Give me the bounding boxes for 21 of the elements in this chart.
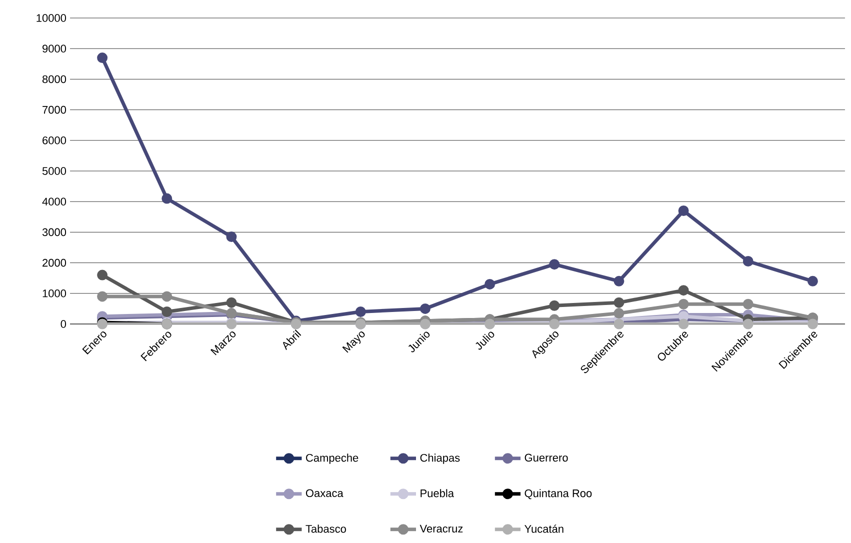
legend-label: Campeche xyxy=(306,454,358,464)
legend-label: Puebla xyxy=(420,489,454,498)
y-tick-label: 8000 xyxy=(42,75,66,84)
legend-label: Yucatán xyxy=(524,524,564,533)
y-tick-label: 6000 xyxy=(42,136,66,144)
y-tick-label: 5000 xyxy=(42,167,66,175)
legend-label: Tabasco xyxy=(306,524,346,533)
legend-label: Oaxaca xyxy=(306,489,344,498)
y-tick-label: 3000 xyxy=(42,228,66,236)
x-tick-label: Julio xyxy=(476,332,494,350)
legend-label: Chiapas xyxy=(420,454,460,464)
legend-label: Veracruz xyxy=(420,524,463,533)
y-tick-label: 1000 xyxy=(42,290,66,298)
y-tick-label: 10000 xyxy=(36,14,66,22)
legend-label: Quintana Roo xyxy=(524,489,592,500)
y-tick-label: 0 xyxy=(60,320,66,328)
y-tick-label: 7000 xyxy=(42,106,66,114)
y-tick-label: 2000 xyxy=(42,258,66,267)
y-tick-label: 4000 xyxy=(42,198,66,206)
y-tick-label: 9000 xyxy=(42,44,66,52)
legend-label: Guerrero xyxy=(524,454,568,462)
